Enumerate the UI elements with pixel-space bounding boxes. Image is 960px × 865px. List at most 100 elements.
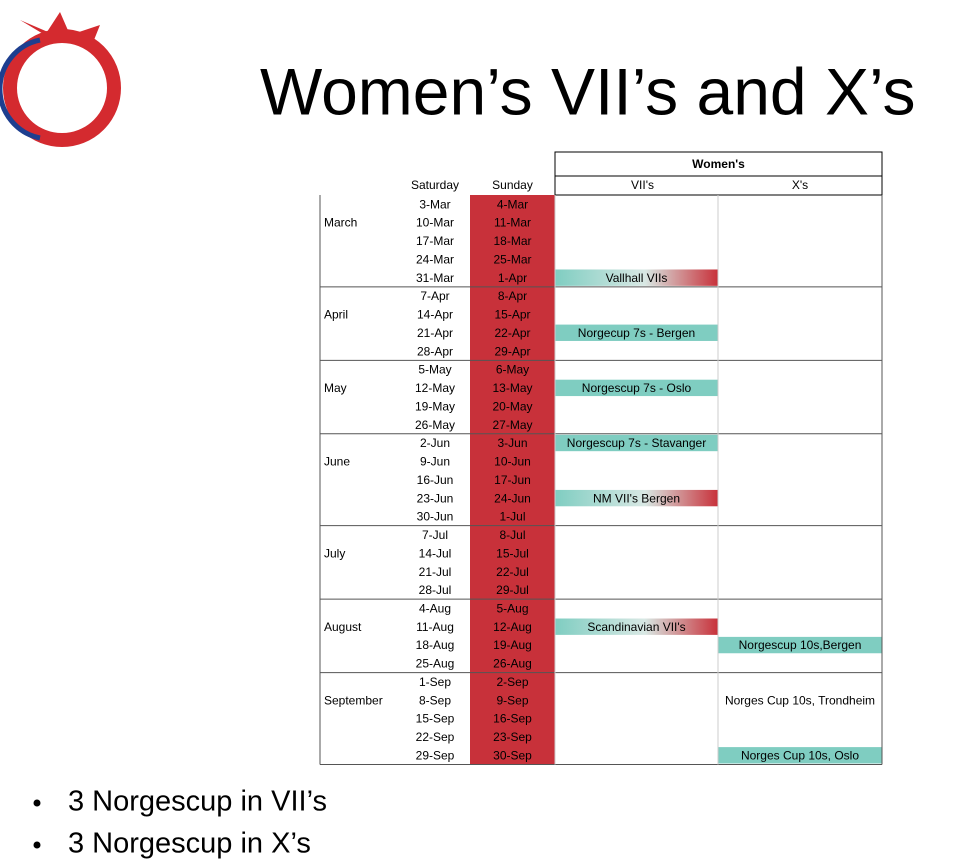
event-label: Norges Cup 10s, Oslo: [741, 748, 859, 762]
sunday-date: 18-Mar: [493, 234, 531, 248]
sunday-date: 10-Jun: [494, 455, 531, 469]
sunday-date: 17-Jun: [494, 473, 531, 487]
sunday-date: 1-Apr: [498, 271, 527, 285]
event-cell: [555, 434, 718, 452]
event-label: Norgescup 10s,Bergen: [739, 638, 862, 652]
event-cell: [555, 489, 718, 507]
sunday-date: 15-Jul: [496, 546, 529, 560]
sunday-date: 5-Aug: [496, 601, 528, 615]
sunday-date: 29-Jul: [496, 583, 529, 597]
saturday-date: 9-Jun: [420, 455, 450, 469]
event-cell: [718, 636, 882, 654]
saturday-date: 16-Jun: [417, 473, 454, 487]
saturday-date: 21-Apr: [417, 326, 453, 340]
sunday-date: 15-Apr: [494, 308, 530, 322]
sunday-date: 3-Jun: [497, 436, 527, 450]
saturday-date: 1-Sep: [419, 675, 451, 689]
event-label: Norgescup 7s - Stavanger: [567, 436, 706, 450]
sunday-date: 4-Mar: [497, 197, 528, 211]
event-label: NM VII's Bergen: [593, 491, 680, 505]
sunday-date: 12-Aug: [493, 620, 532, 634]
sunday-date: 6-May: [496, 363, 529, 377]
column-header: Sunday: [492, 178, 533, 192]
saturday-date: 26-May: [415, 418, 455, 432]
saturday-date: 31-Mar: [416, 271, 454, 285]
saturday-date: 3-Mar: [419, 197, 450, 211]
column-header: Saturday: [411, 178, 459, 192]
bullet: 3 Norgescup in VII’s: [68, 786, 327, 818]
saturday-date: 28-Jul: [419, 583, 452, 597]
sunday-date: 1-Jul: [499, 510, 525, 524]
event-cell: [555, 379, 718, 397]
saturday-date: 29-Sep: [416, 748, 455, 762]
saturday-date: 23-Jun: [417, 491, 454, 505]
saturday-date: 12-May: [415, 381, 455, 395]
sunday-date: 8-Apr: [498, 289, 527, 303]
title: Women’s VII’s and X’s: [260, 54, 915, 128]
saturday-date: 17-Mar: [416, 234, 454, 248]
column-header: VII's: [631, 178, 654, 192]
bullet: 3 Norgescup in X’s: [68, 828, 311, 860]
sunday-date: 24-Jun: [494, 491, 531, 505]
sunday-date: 27-May: [492, 418, 532, 432]
bullet-dot: [33, 841, 41, 849]
sunday-date: 11-Mar: [494, 216, 531, 230]
sunday-date: 2-Sep: [496, 675, 528, 689]
saturday-date: 24-Mar: [416, 252, 454, 266]
month-label: July: [324, 546, 345, 560]
saturday-date: 14-Apr: [417, 308, 453, 322]
saturday-date: 28-Apr: [417, 344, 453, 358]
saturday-date: 30-Jun: [417, 510, 454, 524]
sunday-date: 13-May: [492, 381, 532, 395]
saturday-date: 10-Mar: [416, 216, 454, 230]
saturday-date: 5-May: [418, 363, 451, 377]
event-label: Norges Cup 10s, Trondheim: [725, 693, 875, 707]
sunday-date: 8-Jul: [499, 528, 525, 542]
month-label: September: [324, 693, 383, 707]
saturday-date: 15-Sep: [416, 712, 455, 726]
event-cell: [718, 747, 882, 764]
event-label: Vallhall VIIs: [606, 271, 668, 285]
month-label: August: [324, 620, 362, 634]
month-label: June: [324, 455, 350, 469]
sunday-date: 19-Aug: [493, 638, 532, 652]
group-header: Women's: [692, 157, 745, 171]
saturday-date: 4-Aug: [419, 601, 451, 615]
sunday-date: 29-Apr: [494, 344, 530, 358]
saturday-date: 14-Jul: [419, 546, 452, 560]
column-header: X's: [792, 178, 808, 192]
saturday-date: 2-Jun: [420, 436, 450, 450]
month-label: March: [324, 216, 357, 230]
month-label: May: [324, 381, 347, 395]
saturday-date: 25-Aug: [416, 657, 455, 671]
sunday-date: 26-Aug: [493, 657, 532, 671]
sunday-date: 16-Sep: [493, 712, 532, 726]
sunday-date: 30-Sep: [493, 748, 532, 762]
event-cell: [555, 269, 718, 286]
saturday-date: 7-Jul: [422, 528, 448, 542]
month-label: April: [324, 308, 348, 322]
sunday-date: 22-Apr: [494, 326, 530, 340]
sunday-column: [470, 195, 555, 765]
event-label: Norgecup 7s - Bergen: [578, 326, 695, 340]
saturday-date: 8-Sep: [419, 693, 451, 707]
saturday-date: 21-Jul: [419, 565, 452, 579]
sunday-date: 23-Sep: [493, 730, 532, 744]
sunday-date: 20-May: [492, 399, 532, 413]
saturday-date: 19-May: [415, 399, 455, 413]
sunday-date: 22-Jul: [496, 565, 529, 579]
saturday-date: 18-Aug: [416, 638, 455, 652]
event-label: Norgescup 7s - Oslo: [582, 381, 692, 395]
sunday-date: 9-Sep: [496, 693, 528, 707]
event-cell: [555, 618, 718, 635]
bullet-dot: [33, 799, 41, 807]
sunday-date: 25-Mar: [493, 252, 531, 266]
event-label: Scandinavian VII's: [587, 620, 685, 634]
saturday-date: 11-Aug: [416, 620, 454, 634]
event-cell: [555, 324, 718, 341]
logo: [0, 12, 121, 147]
saturday-date: 7-Apr: [420, 289, 449, 303]
event-cell: [718, 691, 882, 709]
saturday-date: 22-Sep: [416, 730, 455, 744]
